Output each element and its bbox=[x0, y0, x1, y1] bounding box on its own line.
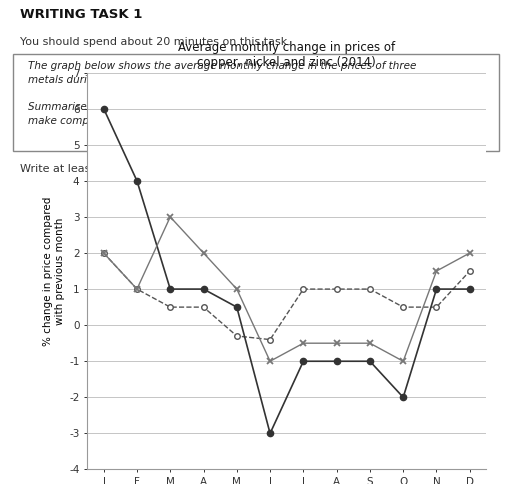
Text: WRITING TASK 1: WRITING TASK 1 bbox=[20, 8, 143, 21]
Y-axis label: % change in price compared
with previous month: % change in price compared with previous… bbox=[43, 197, 65, 346]
Text: Write at least 150 words.: Write at least 150 words. bbox=[20, 164, 160, 174]
Text: The graph below shows the average monthly change in the prices of three
metals d: The graph below shows the average monthl… bbox=[28, 61, 417, 86]
Text: Summarise the information by selecting and reporting the main features, and
make: Summarise the information by selecting a… bbox=[28, 103, 434, 126]
FancyBboxPatch shape bbox=[13, 54, 499, 151]
Title: Average monthly change in prices of
copper, nickel and zinc (2014): Average monthly change in prices of copp… bbox=[178, 41, 395, 69]
Text: You should spend about 20 minutes on this task.: You should spend about 20 minutes on thi… bbox=[20, 37, 291, 47]
